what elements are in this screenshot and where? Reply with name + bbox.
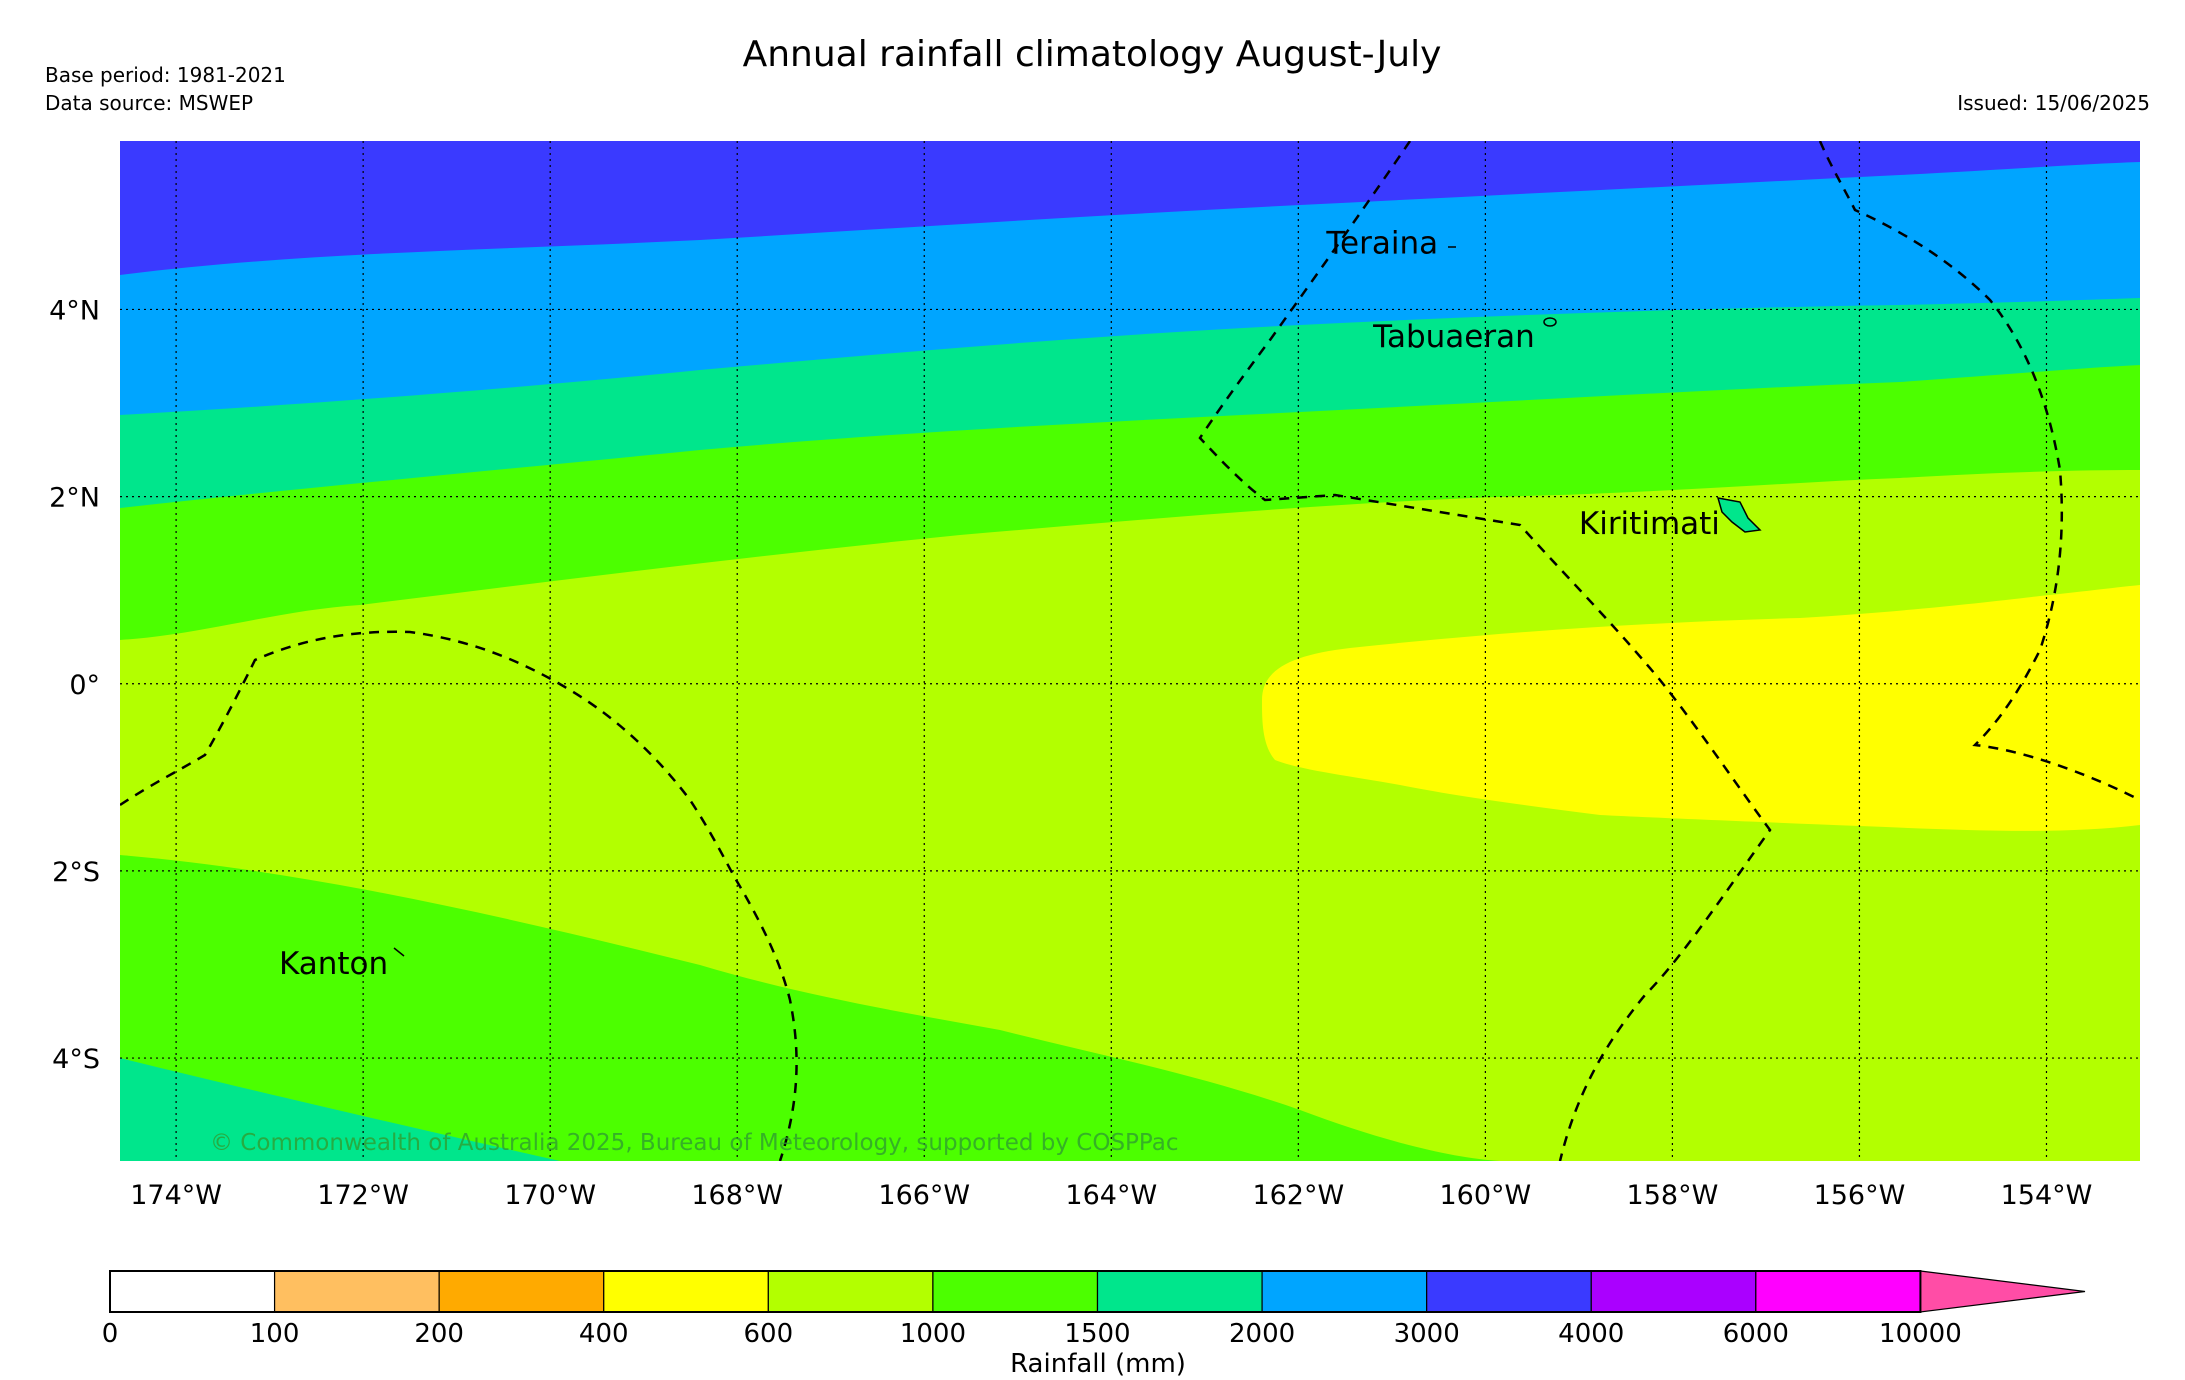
latitude-tick-label: 2°N xyxy=(49,483,100,514)
colorbar-segment xyxy=(1755,1270,1922,1313)
colorbar-segment xyxy=(109,1270,276,1313)
colorbar-label: Rainfall (mm) xyxy=(1010,1349,1186,1379)
colorbar-segment xyxy=(273,1270,440,1313)
longitude-tick-label: 154°W xyxy=(2001,1180,2093,1211)
kiritimati-island-outline xyxy=(1716,497,1762,533)
colorbar-extend-arrow xyxy=(1919,1270,2086,1313)
colorbar-segment xyxy=(1590,1270,1757,1313)
copyright-notice: © Commonwealth of Australia 2025, Bureau… xyxy=(210,1130,1179,1156)
data-source-text: Data source: MSWEP xyxy=(45,91,253,115)
colorbar-tick-label: 1500 xyxy=(1064,1319,1130,1349)
latitude-tick-label: 2°S xyxy=(52,857,100,888)
colorbar-tick-label: 0 xyxy=(102,1319,119,1349)
colorbar-segment xyxy=(1261,1270,1428,1313)
longitude-axis-labels: 174°W 172°W 170°W 168°W 166°W 164°W 162°W 160°W… xyxy=(130,1180,2092,1211)
longitude-tick-label: 164°W xyxy=(1065,1180,1157,1211)
latitude-tick-label: 4°N xyxy=(49,295,100,326)
eez-boundary-kiritimati-east xyxy=(1818,141,2140,802)
latitude-tick-label: 4°S xyxy=(52,1044,100,1075)
longitude-tick-label: 174°W xyxy=(130,1180,222,1211)
place-label-kanton: Kanton xyxy=(279,946,388,982)
graticule xyxy=(120,141,2140,1161)
longitude-tick-label: 168°W xyxy=(691,1180,783,1211)
colorbar-tick-label: 600 xyxy=(744,1319,794,1349)
longitude-tick-label: 172°W xyxy=(317,1180,409,1211)
rain-band-400-600 xyxy=(1262,585,2140,831)
colorbar-tick-label: 6000 xyxy=(1723,1319,1789,1349)
colorbar-segment xyxy=(603,1270,769,1313)
issued-date-text: Issued: 15/06/2025 xyxy=(1957,91,2150,115)
eez-boundary-line-ines xyxy=(1198,141,1772,1161)
rain-band-1000-1500-south xyxy=(120,855,1500,1161)
map-panel: Teraina Tabuaeran Kiritimati Kanton © Commo… xyxy=(120,141,2140,1161)
place-label-teraina: Teraina xyxy=(1325,225,1438,261)
place-label-tabuaeran: Tabuaeran xyxy=(1372,319,1535,355)
latitude-axis-labels: 4°N 2°N 0° 2°S 4°S xyxy=(49,295,100,1075)
kanton-island-marker xyxy=(393,947,405,957)
longitude-tick-label: 160°W xyxy=(1440,1180,1532,1211)
colorbar-tick-label: 4000 xyxy=(1558,1319,1624,1349)
colorbar-tick-label: 200 xyxy=(414,1319,464,1349)
longitude-tick-label: 162°W xyxy=(1252,1180,1344,1211)
rain-band-1500-2000-south xyxy=(120,1058,560,1161)
colorbar-segment xyxy=(1426,1270,1592,1313)
eez-boundaries xyxy=(120,141,2140,1161)
colorbar-tick-label: 400 xyxy=(579,1319,629,1349)
colorbar-segment xyxy=(932,1270,1099,1313)
map-title: Annual rainfall climatology August-July xyxy=(743,34,1442,75)
place-label-kiritimati: Kiritimati xyxy=(1579,506,1720,542)
tabuaeran-island-outline xyxy=(1543,317,1557,327)
longitude-tick-label: 158°W xyxy=(1627,1180,1719,1211)
longitude-tick-label: 170°W xyxy=(504,1180,596,1211)
colorbar-tick-label: 2000 xyxy=(1229,1319,1295,1349)
base-period-text: Base period: 1981-2021 xyxy=(45,63,286,87)
colorbar-segment xyxy=(767,1270,934,1313)
colorbar-segment xyxy=(1096,1270,1263,1313)
colorbar-tick-label: 10000 xyxy=(1879,1319,1962,1349)
colorbar-tick-label: 3000 xyxy=(1394,1319,1460,1349)
colorbar: 0 100 200 400 600 1000 1500 2000 3000 4000 6000 100… xyxy=(102,1270,2086,1349)
longitude-tick-label: 166°W xyxy=(878,1180,970,1211)
colorbar-segment xyxy=(438,1270,605,1313)
longitude-tick-label: 156°W xyxy=(1814,1180,1906,1211)
place-labels: Teraina Tabuaeran Kiritimati Kanton xyxy=(279,225,1720,982)
colorbar-outline xyxy=(109,1270,1922,1313)
colorbar-tick-label: 100 xyxy=(250,1319,300,1349)
latitude-tick-label: 0° xyxy=(69,670,100,701)
colorbar-tick-label: 1000 xyxy=(900,1319,966,1349)
